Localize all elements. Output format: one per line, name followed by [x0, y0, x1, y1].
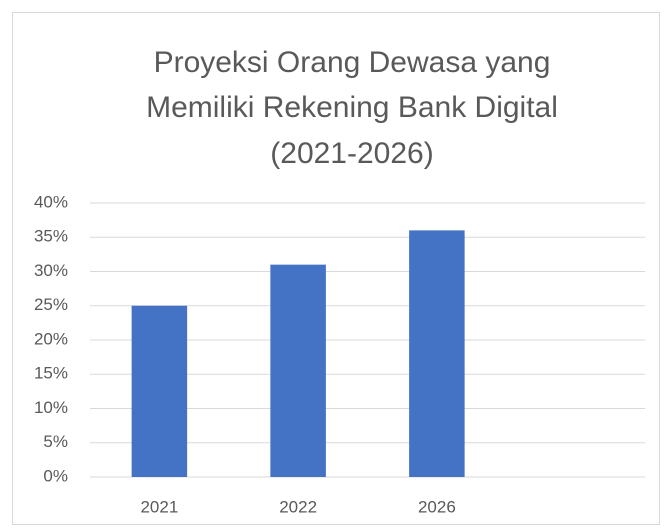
chart-title: Proyeksi Orang Dewasa yang: [154, 46, 551, 79]
y-tick-label: 15%: [34, 364, 68, 383]
y-tick-label: 40%: [34, 192, 68, 211]
x-tick-label: 2026: [418, 497, 456, 516]
bar: [270, 264, 326, 477]
y-tick-label: 25%: [34, 295, 68, 314]
chart-title: Memiliki Rekening Bank Digital: [146, 91, 558, 124]
y-tick-label: 20%: [34, 329, 68, 348]
y-tick-label: 30%: [34, 261, 68, 280]
bar: [131, 305, 188, 477]
x-tick-label: 2021: [140, 497, 178, 516]
y-tick-label: 5%: [43, 432, 68, 451]
chart-title: (2021-2026): [270, 137, 433, 170]
x-tick-label: 2022: [279, 497, 317, 516]
y-tick-label: 0%: [43, 466, 68, 485]
y-tick-label: 35%: [34, 227, 68, 246]
bar: [409, 230, 465, 477]
y-tick-label: 10%: [34, 398, 68, 417]
chart-border: [12, 12, 660, 525]
